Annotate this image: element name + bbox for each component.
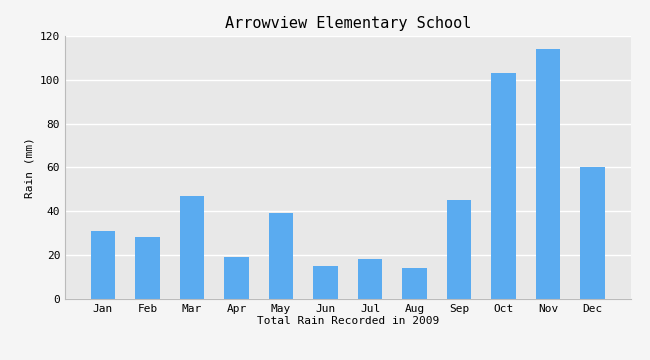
- Bar: [447, 200, 471, 299]
- X-axis label: Total Rain Recorded in 2009: Total Rain Recorded in 2009: [257, 316, 439, 327]
- Bar: [358, 259, 382, 299]
- Bar: [224, 257, 249, 299]
- Bar: [268, 213, 293, 299]
- Bar: [135, 238, 160, 299]
- Bar: [91, 231, 115, 299]
- Bar: [313, 266, 338, 299]
- Bar: [580, 167, 605, 299]
- Bar: [402, 268, 427, 299]
- Bar: [491, 73, 516, 299]
- Y-axis label: Rain (mm): Rain (mm): [24, 137, 34, 198]
- Bar: [536, 49, 560, 299]
- Bar: [179, 196, 204, 299]
- Title: Arrowview Elementary School: Arrowview Elementary School: [224, 16, 471, 31]
